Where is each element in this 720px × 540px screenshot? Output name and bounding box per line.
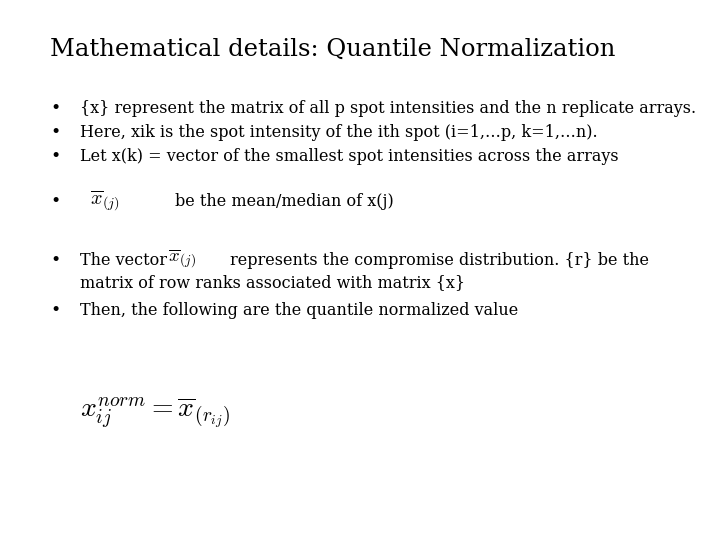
Text: •: • [50, 100, 60, 117]
Text: •: • [50, 252, 60, 269]
Text: $\overline{x}_{(j)}$: $\overline{x}_{(j)}$ [90, 188, 120, 212]
Text: {x} represent the matrix of all p spot intensities and the n replicate arrays.: {x} represent the matrix of all p spot i… [80, 100, 696, 117]
Text: be the mean/median of x(j): be the mean/median of x(j) [175, 193, 394, 210]
Text: •: • [50, 124, 60, 141]
Text: •: • [50, 302, 60, 319]
Text: represents the compromise distribution. {r} be the: represents the compromise distribution. … [230, 252, 649, 269]
Text: Then, the following are the quantile normalized value: Then, the following are the quantile nor… [80, 302, 518, 319]
Text: Here, xik is the spot intensity of the ith spot (i=1,…p, k=1,…n).: Here, xik is the spot intensity of the i… [80, 124, 598, 141]
Text: •: • [50, 193, 60, 210]
Text: Let x(k) = vector of the smallest spot intensities across the arrays: Let x(k) = vector of the smallest spot i… [80, 148, 618, 165]
Text: The vector: The vector [80, 252, 167, 269]
Text: •: • [50, 148, 60, 165]
Text: matrix of row ranks associated with matrix {x}: matrix of row ranks associated with matr… [80, 274, 465, 291]
Text: $x_{ij}^{norm} = \overline{x}_{(r_{ij})}$: $x_{ij}^{norm} = \overline{x}_{(r_{ij})}… [80, 395, 230, 431]
Text: $\overline{x}_{(j)}$: $\overline{x}_{(j)}$ [168, 248, 196, 271]
Text: Mathematical details: Quantile Normalization: Mathematical details: Quantile Normaliza… [50, 38, 616, 61]
